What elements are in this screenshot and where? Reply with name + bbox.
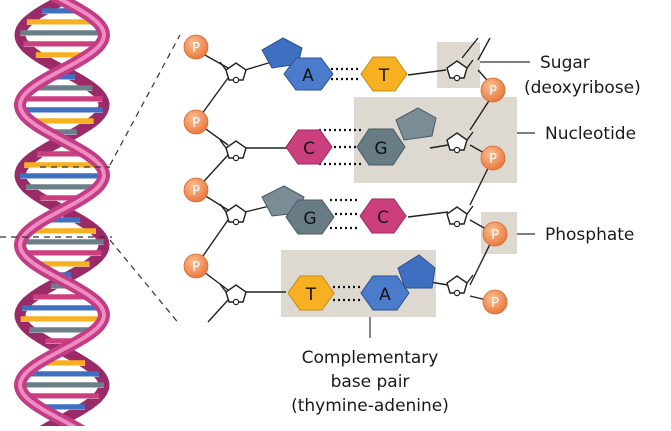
base-pair-label-line3: (thymine-adenine) <box>291 396 449 416</box>
leader-lines <box>369 61 535 338</box>
zoom-lines <box>0 34 181 326</box>
phosphate-symbol: P <box>192 260 200 275</box>
base-label: G <box>303 209 316 229</box>
phosphate-circle: P <box>482 289 508 315</box>
phosphate-circle: P <box>183 253 209 279</box>
zoom-line-bottom <box>109 239 181 326</box>
phosphate-circle: P <box>482 221 508 247</box>
phosphate-symbol: P <box>192 116 200 131</box>
base-label: A <box>302 66 314 86</box>
nucleotide-label: Nucleotide <box>545 124 636 144</box>
adenine-base: A <box>261 37 334 91</box>
thymine-base: T <box>287 275 335 311</box>
text-labels: Sugar (deoxyribose) Nucleotide Phosphate… <box>291 53 641 416</box>
base-label: C <box>377 208 389 228</box>
adenine-base: A <box>360 254 436 311</box>
sugar-group <box>219 59 474 306</box>
hydrogen-bonds <box>319 67 361 302</box>
sugar-ring <box>446 131 474 154</box>
cytosine-base: C <box>285 129 333 165</box>
sugar-ring <box>219 139 247 162</box>
phosphate-label: Phosphate <box>545 225 634 245</box>
double-helix-illustration <box>13 0 111 426</box>
phosphate-symbol: P <box>192 41 200 56</box>
phosphate-circle: P <box>183 109 209 135</box>
sugar-label-line2: (deoxyribose) <box>524 78 641 98</box>
sugar-ring <box>446 205 474 228</box>
bases: A T C G G C T <box>261 37 437 311</box>
sugar-ring <box>219 283 247 306</box>
thymine-base: T <box>360 56 408 92</box>
phosphate-symbol: P <box>489 84 497 99</box>
phosphate-circle: P <box>183 34 209 60</box>
base-pair-label-line2: base pair <box>331 372 410 392</box>
guanine-base: G <box>356 107 437 166</box>
phosphate-symbol: P <box>192 184 200 199</box>
phosphate-group: P P P P P P P P <box>183 34 508 315</box>
sugar-ring <box>446 59 474 82</box>
phosphate-circle: P <box>183 177 209 203</box>
sugar-ring <box>446 274 474 297</box>
sugar-label-line1: Sugar <box>540 53 590 73</box>
phosphate-symbol: P <box>491 296 499 311</box>
base-label: C <box>303 139 315 159</box>
base-label: A <box>379 285 391 305</box>
phosphate-symbol: P <box>489 152 497 167</box>
sugar-ring <box>219 203 247 226</box>
sugar-ring <box>219 61 247 84</box>
phosphate-circle: P <box>480 77 506 103</box>
cytosine-base: C <box>359 198 407 234</box>
base-label: T <box>378 66 390 86</box>
phosphate-circle: P <box>480 145 506 171</box>
base-pair-label-line1: Complementary <box>302 348 439 368</box>
guanine-base: G <box>261 185 335 235</box>
phosphate-symbol: P <box>491 228 499 243</box>
base-label: T <box>305 285 317 305</box>
base-label: G <box>374 139 387 159</box>
zoom-line-top <box>109 34 181 166</box>
